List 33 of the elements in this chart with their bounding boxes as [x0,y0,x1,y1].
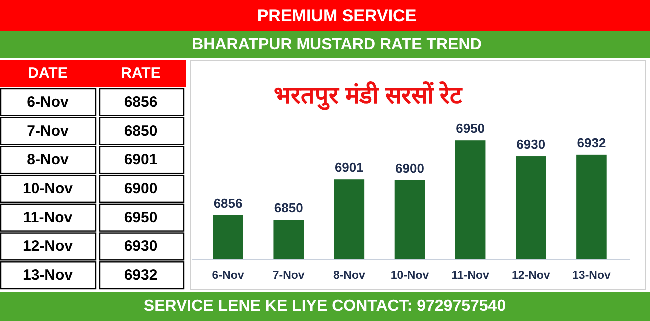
data-label: 6930 [124,238,158,256]
category-label: 11-Nov [23,209,74,226]
x-tick-label: 7-Nov [272,270,306,282]
category-label: 10-Nov [22,180,74,198]
x-tick-label: 11-Nov [452,270,490,282]
x-tick-label: 10-Nov [390,270,430,282]
data-label: 6901 [334,160,364,176]
data-label: 6850 [274,200,304,216]
text: RATE [121,65,161,82]
data-label: 6856 [124,94,158,111]
x-tick-label: 12-Nov [512,270,551,282]
data-label: 6900 [396,160,424,176]
header-banner: PREMIUM SERVICE BHARATPUR MUSTARD RATE TREND [0,0,650,58]
data-label: 6930 [516,137,546,152]
x-tick-label: 13-Nov [572,270,612,282]
data-label: 6901 [124,152,158,169]
data-label: 6950 [456,121,486,136]
category-label: 8-Nov [27,152,70,169]
category-label: 7-Nov [27,122,70,140]
data-label: 6950 [124,209,158,226]
chart-subtitle: BHARATPUR MUSTARD RATE TREND [192,36,482,54]
category-label: 12-Nov [22,238,74,256]
data-label: 6932 [124,267,158,284]
data-label: 6900 [124,180,158,198]
text: भरतपुर मंडी सरसों रेट [274,82,463,110]
category-label: 6-Nov [27,94,70,111]
footer-banner: SERVICE LENE KE LIYE CONTACT: 9729757540 [0,292,650,321]
data-label: 6850 [124,122,158,140]
data-label: 6932 [577,135,606,150]
text: DATE [28,65,68,82]
x-tick-label: 6-Nov [212,270,245,282]
data-label: 6856 [214,196,243,211]
x-tick-label: 8-Nov [333,270,366,282]
